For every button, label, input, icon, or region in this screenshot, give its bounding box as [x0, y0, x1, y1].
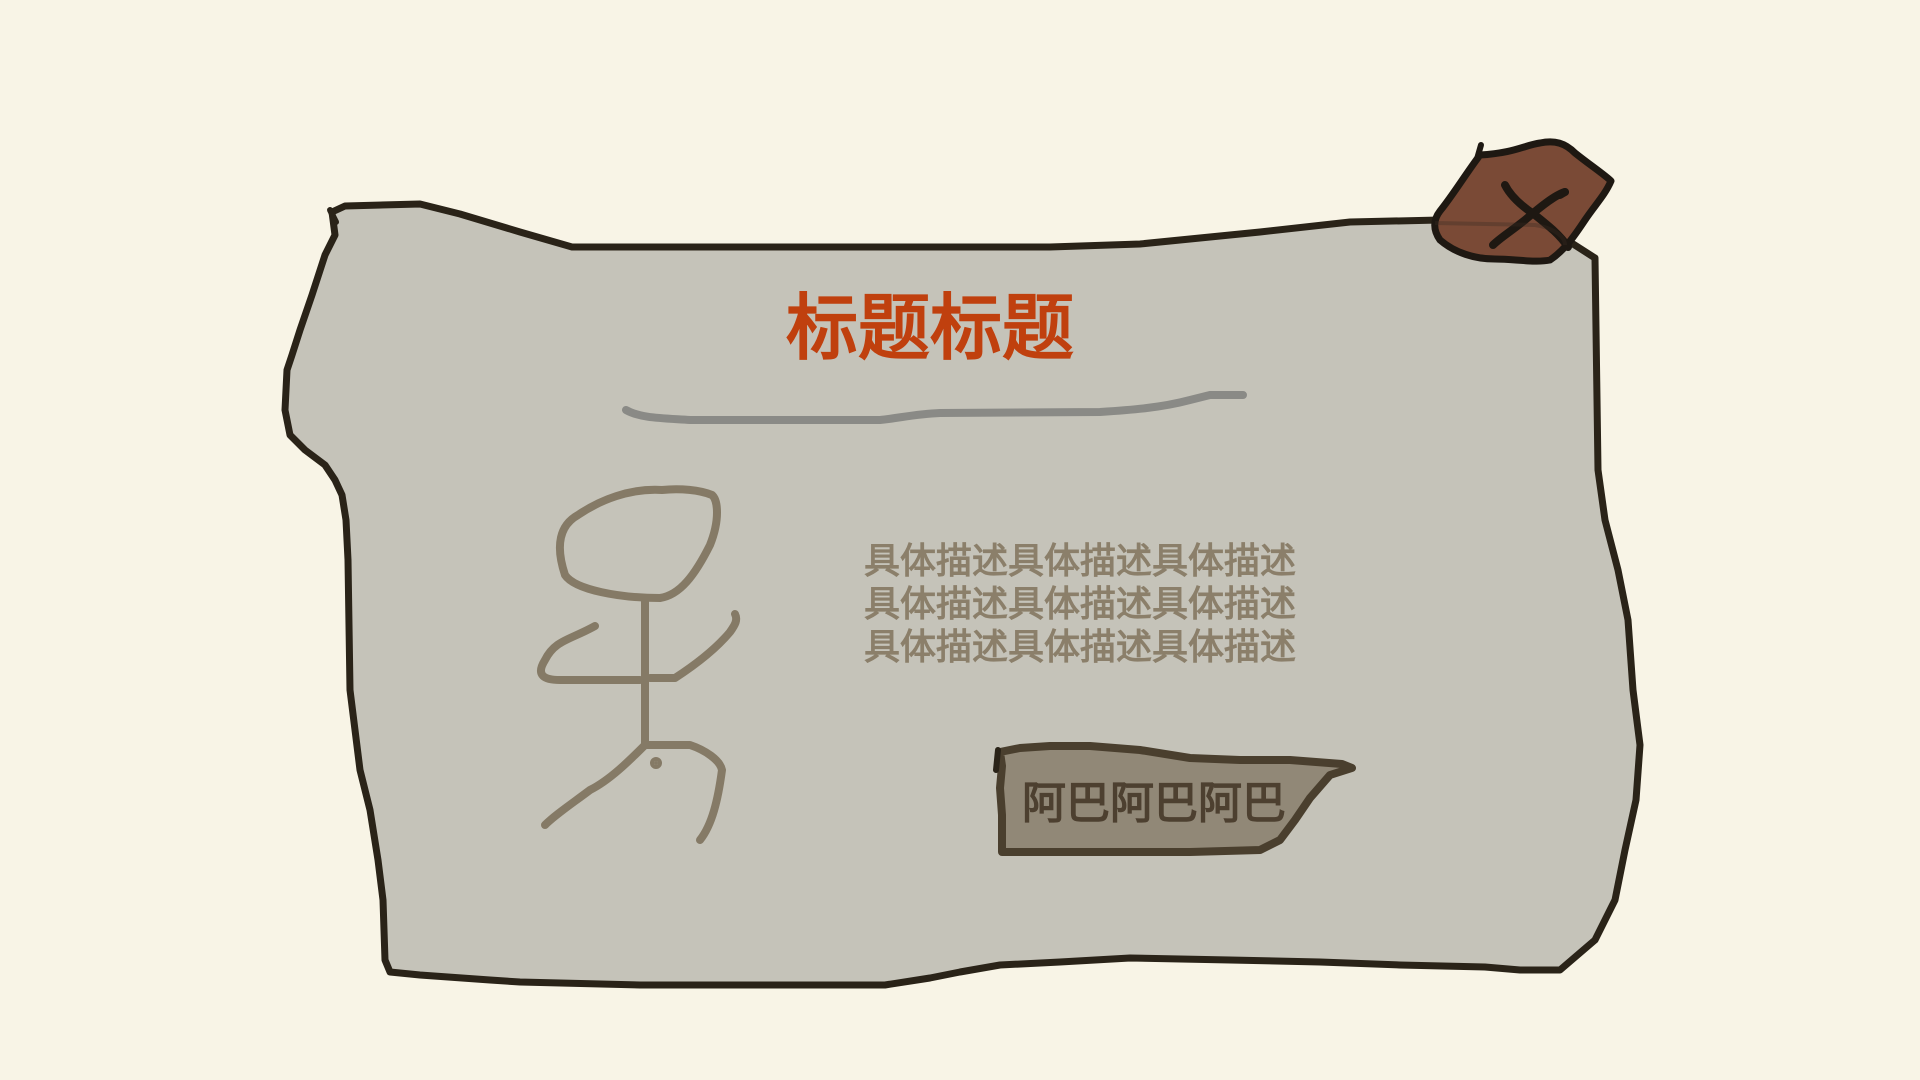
- dialog-title: 标题标题: [785, 286, 1074, 370]
- description-line-1: 具体描述具体描述具体描述: [863, 541, 1296, 582]
- description-line-3: 具体描述具体描述具体描述: [863, 627, 1296, 668]
- description-line-2: 具体描述具体描述具体描述: [863, 584, 1296, 625]
- title-divider: [622, 391, 1247, 424]
- action-button-label: 阿巴阿巴阿巴: [1022, 778, 1286, 829]
- dialog-description: 具体描述具体描述具体描述 具体描述具体描述具体描述 具体描述具体描述具体描述: [850, 540, 1310, 669]
- action-button[interactable]: 阿巴阿巴阿巴: [990, 740, 1356, 866]
- close-button[interactable]: [1415, 135, 1685, 315]
- stick-figure-icon: [537, 485, 741, 844]
- action-button-shape: [993, 742, 1356, 856]
- close-icon: [1431, 138, 1615, 265]
